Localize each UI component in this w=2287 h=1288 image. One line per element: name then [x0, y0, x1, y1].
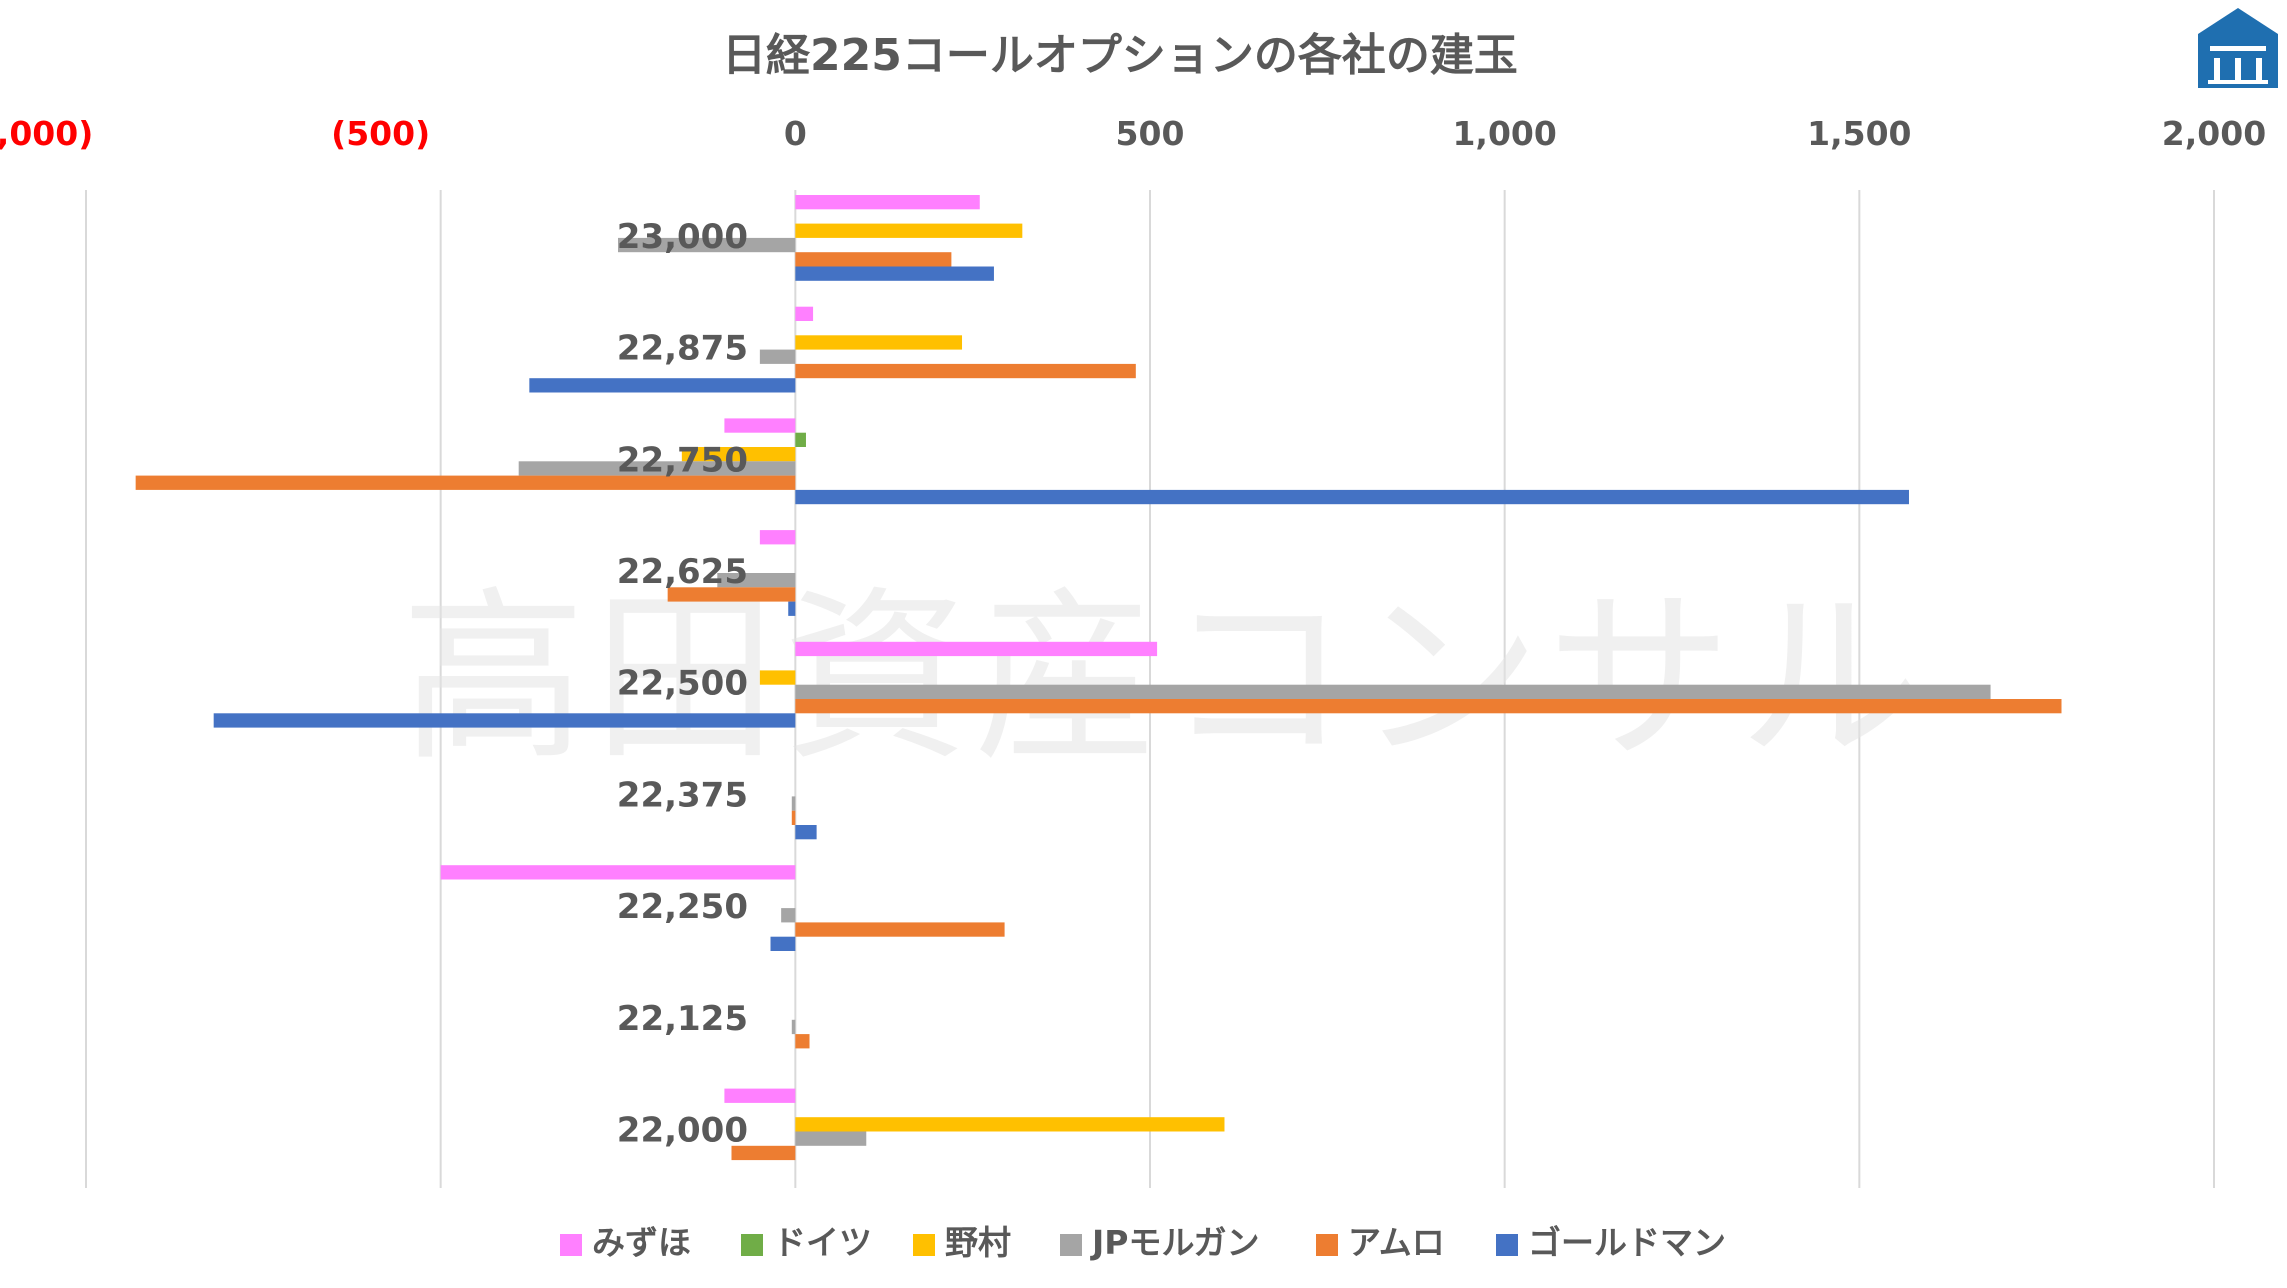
legend-swatch [1496, 1234, 1518, 1256]
bar [724, 1088, 796, 1103]
bar [791, 1019, 796, 1035]
category-label: 22,500 [617, 664, 748, 704]
watermark-text: 高田資産コンサル [401, 570, 1929, 786]
bar [518, 461, 796, 476]
x-tick-label: 0 [784, 114, 807, 153]
legend-label: ゴールドマン [1528, 1223, 1726, 1262]
legend-label: アムロ [1348, 1223, 1445, 1262]
bar [795, 266, 994, 281]
bar [717, 573, 796, 588]
house-logo-icon [2198, 8, 2278, 88]
bar [795, 489, 1909, 505]
x-axis-ticks: (1,000) (500) 0 500 1,000 1,500 2,000 [0, 114, 2266, 153]
bar [795, 252, 952, 267]
category-label: 23,000 [617, 217, 748, 257]
category-label: 22,625 [617, 552, 748, 592]
x-tick-label: (500) [331, 114, 430, 153]
bar [795, 922, 1005, 937]
bar [795, 825, 817, 840]
legend-label: 野村 [945, 1223, 1011, 1262]
bar [795, 641, 1158, 657]
legend: みずほ ドイツ 野村 JPモルガン アムロ ゴールドマン [560, 1223, 1726, 1262]
bar [795, 1131, 867, 1146]
category-label: 22,125 [617, 999, 748, 1039]
bar [135, 475, 796, 490]
x-tick-label: 500 [1116, 114, 1185, 153]
bar [724, 418, 796, 433]
legend-swatch [741, 1234, 763, 1256]
legend-swatch [1060, 1234, 1082, 1256]
category-label: 22,375 [617, 775, 748, 815]
bar [759, 349, 796, 364]
bar [440, 865, 796, 880]
legend-label: ドイツ [773, 1223, 872, 1262]
bar [681, 447, 796, 462]
bar [667, 587, 796, 602]
bar [795, 363, 1136, 379]
category-label: 22,750 [617, 440, 748, 480]
bar [770, 936, 796, 951]
legend-swatch [560, 1234, 582, 1256]
bar [618, 237, 796, 253]
category-label: 22,875 [617, 329, 748, 369]
legend-label: みずほ [592, 1223, 691, 1262]
chart-title: 日経225コールオプションの各社の建玉 [722, 30, 1518, 81]
category-label: 22,250 [617, 887, 748, 927]
category-label: 22,000 [617, 1111, 748, 1151]
bar [731, 1145, 796, 1161]
x-tick-label: 2,000 [2162, 114, 2266, 153]
bar [795, 684, 1991, 699]
bar [795, 1034, 810, 1049]
bar [791, 796, 796, 811]
bar [781, 908, 796, 923]
x-tick-label: 1,500 [1807, 114, 1911, 153]
bar [791, 810, 796, 825]
legend-swatch [1316, 1234, 1338, 1256]
bar [795, 1117, 1225, 1132]
bar [788, 601, 796, 616]
bar [795, 699, 2062, 714]
bar [759, 530, 796, 545]
bar [213, 713, 796, 728]
bar [795, 195, 980, 210]
category-labels: 23,000 22,875 22,750 22,625 22,500 22,375 22,2… [617, 217, 748, 1151]
x-tick-label: 1,000 [1452, 114, 1556, 153]
bar [795, 432, 806, 447]
bar [795, 223, 1023, 238]
legend-swatch [913, 1234, 935, 1256]
bars [135, 195, 2062, 1161]
bar [529, 378, 796, 393]
x-tick-label: (1,000) [0, 114, 93, 153]
bar [759, 670, 796, 685]
bar [795, 335, 963, 350]
legend-label: JPモルガン [1090, 1223, 1259, 1262]
bar [795, 306, 814, 321]
